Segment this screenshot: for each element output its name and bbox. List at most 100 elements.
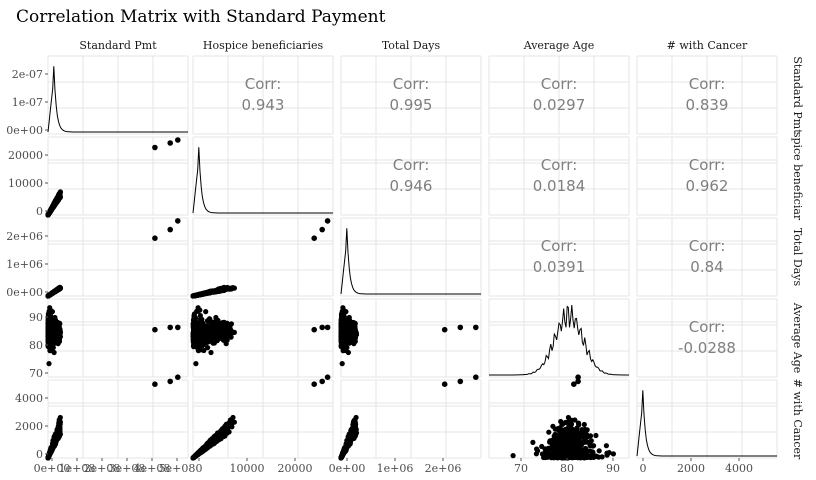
corr-value: 0.0297	[533, 96, 586, 114]
y-tick-label: 2e+06	[6, 230, 43, 243]
outlier-point	[575, 378, 581, 385]
corr-value: 0.995	[390, 96, 433, 114]
panel-r1-c4: Corr: 0.962	[636, 136, 778, 242]
scatter-point	[589, 449, 595, 455]
scatter-point	[353, 414, 359, 421]
scatter-point	[569, 426, 575, 432]
panel-r0-c3: Corr: 0.0297	[488, 55, 630, 161]
scatter-point	[610, 451, 617, 457]
panel-r1-c2: Corr: 0.946	[340, 136, 482, 242]
corr-label: Corr:	[541, 237, 578, 255]
row-strip-label: Total Days	[791, 228, 804, 287]
x-tick-label: 5e+08	[159, 462, 196, 475]
scatter-point	[219, 426, 225, 432]
corr-value: 0.84	[690, 258, 723, 276]
row-strip-label: spice beneficiar	[791, 132, 804, 221]
scatter-point	[46, 361, 52, 367]
y-tick-label: 0e+00	[6, 286, 43, 299]
row-strip-label: Average Age	[791, 302, 804, 374]
scatter-point	[203, 309, 209, 315]
x-tick-label: 3e+08	[109, 462, 146, 475]
scatter-point	[230, 414, 236, 421]
x-tick-label: 10000	[230, 462, 265, 475]
scatter-point	[193, 361, 199, 367]
scatter-point	[208, 349, 214, 356]
scatter-point	[581, 421, 587, 428]
corr-value: 0.962	[686, 177, 729, 195]
corr-label: Corr:	[393, 75, 430, 93]
corr-value: 0.839	[686, 96, 729, 114]
scatter-point	[200, 290, 206, 296]
scatter-point	[584, 433, 590, 440]
x-tick-label: 90	[606, 462, 620, 475]
scatter-point	[200, 320, 206, 326]
scatter-point	[565, 435, 571, 441]
outlier-point	[324, 324, 331, 331]
scatter-point	[200, 448, 206, 454]
density-curve	[636, 390, 777, 457]
scatter-point	[200, 343, 206, 349]
scatter-point	[604, 450, 610, 456]
outlier-point	[311, 235, 318, 241]
scatter-point	[583, 446, 589, 452]
outlier-point	[311, 326, 318, 333]
scatter-point	[55, 426, 62, 432]
outlier-point	[175, 374, 181, 381]
scatter-point	[339, 361, 345, 367]
scatter-point	[339, 453, 345, 459]
scatter-point	[572, 433, 578, 439]
scatter-point	[57, 418, 63, 425]
y-tick-label: 10000	[8, 177, 43, 190]
outlier-point	[167, 140, 173, 146]
scatter-point	[57, 190, 63, 196]
column-strip-label: Total Days	[382, 39, 441, 52]
scatter-point	[593, 432, 599, 439]
scatter-point	[544, 450, 551, 456]
outlier-point	[167, 226, 173, 233]
scatter-point	[200, 331, 206, 337]
scatter-point	[210, 329, 216, 335]
scatter-point	[213, 438, 219, 444]
scatter-point	[351, 418, 357, 425]
corr-value: 0.0391	[533, 258, 586, 276]
scatter-point	[217, 335, 223, 341]
outlier-point	[319, 378, 326, 385]
outlier-point	[473, 374, 479, 381]
density-curve	[489, 304, 629, 376]
panel-r3-c3	[488, 298, 630, 404]
scatter-point	[228, 334, 234, 340]
scatter-point	[345, 349, 351, 356]
scatter-point	[193, 453, 199, 459]
scatter-point	[592, 453, 598, 459]
x-tick-label: 4000	[725, 462, 753, 475]
scatter-point	[193, 320, 199, 326]
scatter-point	[49, 206, 55, 212]
scatter-point	[51, 335, 58, 341]
scatter-point	[211, 324, 217, 330]
x-tick-label: 4e+08	[134, 462, 171, 475]
scatter-point	[603, 443, 610, 449]
scatter-point	[207, 335, 213, 341]
scatter-point	[570, 452, 576, 458]
panel-r3-c0	[45, 298, 189, 404]
outlier-point	[324, 374, 331, 381]
scatter-point	[582, 426, 588, 432]
y-tick-label: 1e+06	[6, 258, 43, 271]
panel-r0-c2: Corr: 0.995	[340, 55, 482, 161]
outlier-point	[175, 324, 181, 331]
scatter-point	[530, 439, 536, 445]
scatter-point	[572, 441, 578, 447]
y-tick-label: 0	[36, 448, 43, 461]
scatter-point	[217, 431, 223, 437]
x-tick-label: 2e+08	[84, 462, 121, 475]
scatter-point	[550, 423, 556, 429]
scatter-point	[48, 320, 54, 326]
column-strip-label: # with Cancer	[667, 39, 748, 52]
scatter-point	[195, 341, 201, 348]
scatter-point	[51, 202, 58, 209]
scatter-point	[193, 315, 199, 321]
x-tick-label: 70	[514, 462, 528, 475]
scatter-point	[566, 431, 572, 437]
y-tick-label: 70	[29, 367, 43, 380]
